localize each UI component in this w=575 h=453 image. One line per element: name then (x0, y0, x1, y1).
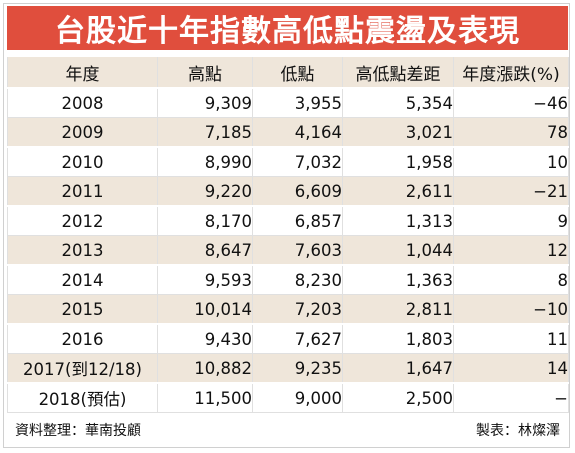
cell-high: 9,430 (157, 324, 253, 354)
cell-low: 4,164 (252, 117, 343, 148)
cell-spread: 5,354 (342, 88, 454, 118)
cell-high: 9,309 (157, 88, 253, 118)
cell-low: 6,609 (252, 176, 343, 207)
cell-change: 78 (453, 117, 569, 148)
cell-high: 8,170 (157, 206, 253, 236)
cell-year: 2016 (7, 324, 158, 354)
cell-low: 8,230 (252, 265, 343, 295)
cell-change: 8 (453, 265, 569, 295)
cell-year: 2011 (7, 176, 158, 207)
cell-year: 2013 (7, 235, 158, 266)
cell-year: 2017(到12/18) (7, 353, 158, 384)
page-title: 台股近十年指數高低點震盪及表現 (55, 14, 520, 49)
footer: 資料整理：華南投顧 製表：林燦澤 (7, 418, 568, 440)
cell-year: 2010 (7, 147, 158, 177)
table-row: 2015 10,014 7,203 2,811 −10 (7, 294, 569, 325)
header-row: 年度 高點 低點 高低點差距 年度漲跌(%) (7, 57, 569, 89)
cell-low: 7,627 (252, 324, 343, 354)
cell-high: 10,014 (157, 294, 253, 325)
table-row: 2013 8,647 7,603 1,044 12 (7, 235, 569, 266)
cell-high: 7,185 (157, 117, 253, 148)
cell-spread: 1,313 (342, 206, 454, 236)
table-row: 2010 8,990 7,032 1,958 10 (7, 147, 569, 177)
header-high: 高點 (157, 57, 253, 89)
cell-change: − (453, 383, 569, 413)
cell-spread: 3,021 (342, 117, 454, 148)
cell-high: 9,593 (157, 265, 253, 295)
table-row: 2011 9,220 6,609 2,611 −21 (7, 176, 569, 207)
cell-change: −10 (453, 294, 569, 325)
header-low: 低點 (252, 57, 343, 89)
cell-high: 11,500 (157, 383, 253, 413)
cell-spread: 1,803 (342, 324, 454, 354)
cell-change: −21 (453, 176, 569, 207)
cell-low: 9,235 (252, 353, 343, 384)
cell-spread: 1,958 (342, 147, 454, 177)
credit-note: 製表：林燦澤 (476, 423, 560, 439)
cell-year: 2015 (7, 294, 158, 325)
cell-spread: 1,044 (342, 235, 454, 266)
cell-year: 2009 (7, 117, 158, 148)
cell-low: 7,203 (252, 294, 343, 325)
table-row: 2016 9,430 7,627 1,803 11 (7, 324, 569, 354)
table-row: 2008 9,309 3,955 5,354 −46 (7, 88, 569, 118)
header-spread: 高低點差距 (342, 57, 454, 89)
cell-high: 8,647 (157, 235, 253, 266)
cell-high: 9,220 (157, 176, 253, 207)
table-row: 2014 9,593 8,230 1,363 8 (7, 265, 569, 295)
cell-year: 2008 (7, 88, 158, 118)
cell-change: 10 (453, 147, 569, 177)
header-change: 年度漲跌(%) (453, 57, 569, 89)
cell-low: 7,603 (252, 235, 343, 266)
title-banner: 台股近十年指數高低點震盪及表現 (7, 6, 568, 50)
cell-low: 6,857 (252, 206, 343, 236)
cell-spread: 1,647 (342, 353, 454, 384)
cell-spread: 2,611 (342, 176, 454, 207)
cell-year: 2018(預估) (7, 383, 158, 413)
cell-spread: 2,811 (342, 294, 454, 325)
table-row: 2012 8,170 6,857 1,313 9 (7, 206, 569, 236)
cell-high: 10,882 (157, 353, 253, 384)
cell-change: 12 (453, 235, 569, 266)
header-year: 年度 (7, 57, 158, 89)
table-row: 2018(預估) 11,500 9,000 2,500− (7, 383, 569, 413)
cell-low: 9,000 (252, 383, 343, 413)
index-table: 年度 高點 低點 高低點差距 年度漲跌(%) 2008 9,309 3,955 5,3… (7, 57, 569, 413)
table-row: 2009 7,185 4,164 3,021 78 (7, 117, 569, 148)
cell-spread: 2,500 (342, 383, 454, 413)
cell-change: 11 (453, 324, 569, 354)
cell-change: −46 (453, 88, 569, 118)
cell-high: 8,990 (157, 147, 253, 177)
cell-low: 7,032 (252, 147, 343, 177)
table-row: 2017(到12/18) 10,882 9,235 1,647 14 (7, 353, 569, 384)
source-note: 資料整理：華南投顧 (15, 423, 141, 439)
cell-spread: 1,363 (342, 265, 454, 295)
cell-year: 2012 (7, 206, 158, 236)
cell-change: 14 (453, 353, 569, 384)
cell-low: 3,955 (252, 88, 343, 118)
cell-change: 9 (453, 206, 569, 236)
cell-year: 2014 (7, 265, 158, 295)
